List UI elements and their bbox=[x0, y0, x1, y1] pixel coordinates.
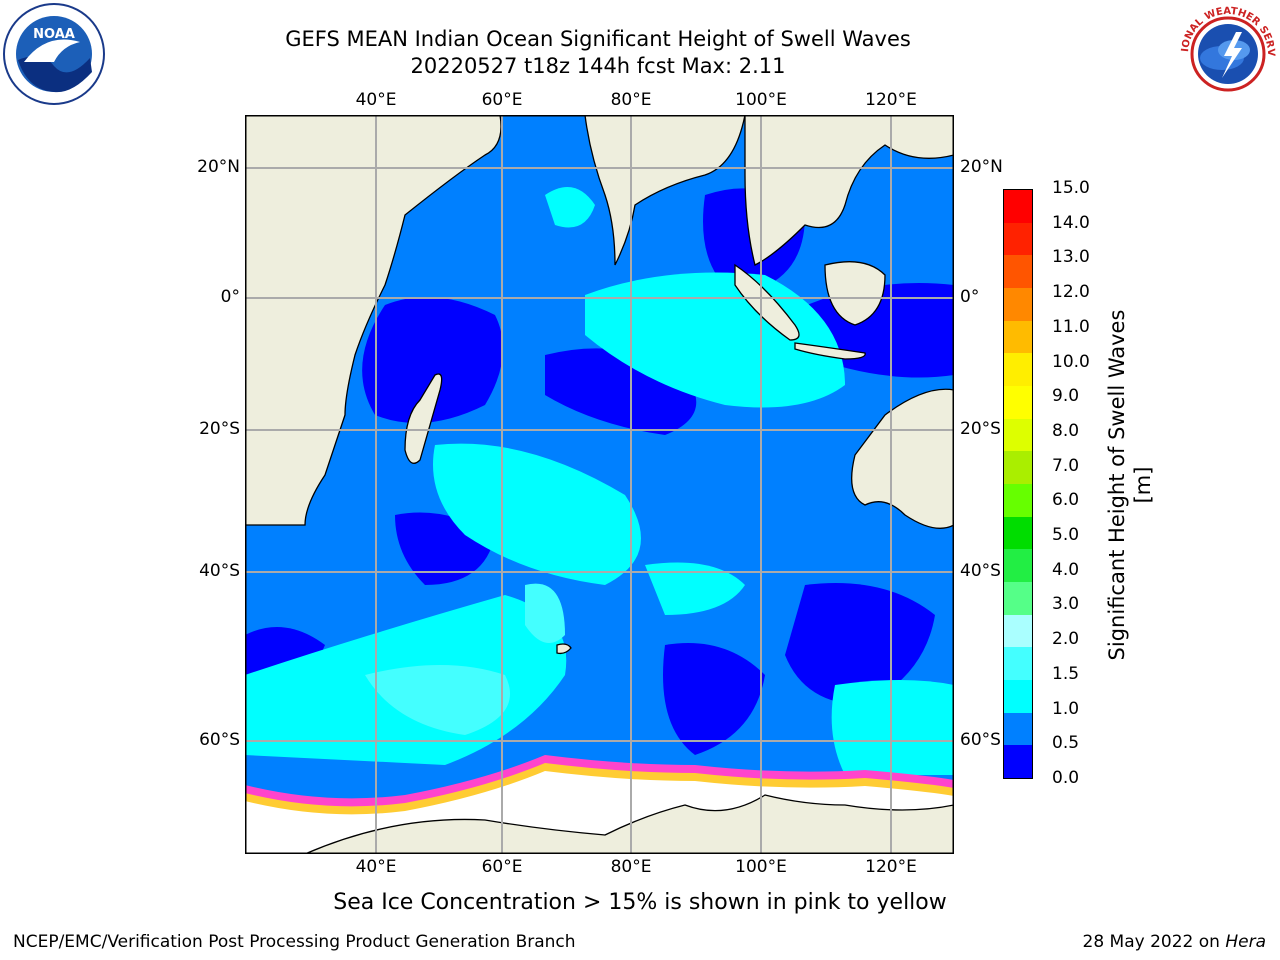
colorbar-swatch bbox=[1004, 451, 1032, 484]
colorbar-label: 5.0 bbox=[1052, 525, 1080, 546]
map-frame bbox=[245, 115, 954, 854]
colorbar-swatch bbox=[1004, 549, 1032, 582]
credit-line: NCEP/EMC/Verification Post Processing Pr… bbox=[13, 932, 576, 952]
lon-tick-top-100e: 100°E bbox=[735, 90, 787, 110]
lon-tick-top-40e: 40°E bbox=[355, 90, 397, 110]
lat-tick-left-0: 0° bbox=[220, 287, 240, 307]
colorbar-swatch bbox=[1004, 483, 1032, 517]
lon-tick-bottom-40e: 40°E bbox=[355, 857, 397, 877]
colorbar-swatch bbox=[1004, 647, 1032, 680]
lat-tick-right-20s: 20°S bbox=[960, 419, 1001, 439]
colorbar-label: 13.0 bbox=[1052, 247, 1090, 268]
swell-high-areas bbox=[365, 583, 565, 735]
colorbar-swatch bbox=[1004, 581, 1032, 615]
colorbar-swatch bbox=[1004, 255, 1032, 288]
colorbar-swatch bbox=[1004, 614, 1032, 648]
lon-tick-top-120e: 120°E bbox=[865, 90, 917, 110]
lat-tick-right-0: 0° bbox=[960, 287, 980, 307]
colorbar-swatch bbox=[1004, 418, 1032, 452]
colorbar-label: 0.5 bbox=[1052, 733, 1080, 754]
lon-tick-bottom-100e: 100°E bbox=[735, 857, 787, 877]
chart-title: GEFS MEAN Indian Ocean Significant Heigh… bbox=[285, 27, 911, 51]
run-date-text: 28 May 2022 on bbox=[1082, 932, 1226, 952]
lat-tick-left-20n: 20°N bbox=[197, 157, 240, 177]
colorbar-label: 1.5 bbox=[1052, 663, 1080, 684]
colorbar-swatch bbox=[1004, 353, 1032, 386]
colorbar-label: 9.0 bbox=[1052, 386, 1080, 407]
land-masses bbox=[245, 115, 954, 854]
lon-tick-bottom-80e: 80°E bbox=[610, 857, 652, 877]
colorbar-label: 3.0 bbox=[1052, 594, 1080, 615]
colorbar-title: Significant Height of Swell Waves [m] bbox=[1105, 309, 1155, 661]
colorbar-label: 15.0 bbox=[1052, 178, 1090, 198]
lon-tick-bottom-60e: 60°E bbox=[481, 857, 523, 877]
colorbar-label: 6.0 bbox=[1052, 490, 1080, 511]
map-panel bbox=[245, 115, 954, 854]
nws-logo: NATIONAL WEATHER SERVICE bbox=[1172, 0, 1280, 106]
run-date: 28 May 2022 on Hera bbox=[1083, 932, 1267, 952]
colorbar-swatch bbox=[1004, 189, 1032, 223]
colorbar-swatch bbox=[1004, 222, 1032, 256]
colorbar-label: 7.0 bbox=[1052, 455, 1080, 476]
colorbar-label: 4.0 bbox=[1052, 559, 1080, 580]
sea-ice-note: Sea Ice Concentration > 15% is shown in … bbox=[333, 890, 947, 915]
lon-tick-top-60e: 60°E bbox=[481, 90, 523, 110]
noaa-logo: NOAA bbox=[2, 2, 106, 106]
lat-tick-left-20s: 20°S bbox=[199, 419, 240, 439]
colorbar-swatch bbox=[1004, 712, 1032, 746]
colorbar-label: 1.0 bbox=[1052, 698, 1080, 719]
lon-tick-top-80e: 80°E bbox=[610, 90, 652, 110]
lat-tick-right-20n: 20°N bbox=[960, 157, 1003, 177]
colorbar-swatch bbox=[1004, 679, 1032, 713]
colorbar-label: 2.0 bbox=[1052, 629, 1080, 650]
colorbar-swatch bbox=[1004, 385, 1032, 419]
colorbar-swatch bbox=[1004, 320, 1032, 354]
colorbar-label: 8.0 bbox=[1052, 420, 1080, 441]
colorbar-label: 0.0 bbox=[1052, 768, 1080, 788]
colorbar-swatch bbox=[1004, 516, 1032, 550]
lat-tick-right-60s: 60°S bbox=[960, 730, 1001, 750]
lat-tick-left-60s: 60°S bbox=[199, 730, 240, 750]
noaa-logo-text: NOAA bbox=[33, 27, 75, 42]
colorbar-label: 12.0 bbox=[1052, 282, 1090, 303]
lon-tick-bottom-120e: 120°E bbox=[865, 857, 917, 877]
chart-subtitle: 20220527 t18z 144h fcst Max: 2.11 bbox=[410, 54, 786, 78]
lat-tick-right-40s: 40°S bbox=[960, 561, 1001, 581]
colorbar-label: 10.0 bbox=[1052, 351, 1090, 372]
lat-tick-left-40s: 40°S bbox=[199, 561, 240, 581]
graticule bbox=[245, 115, 954, 854]
run-machine: Hera bbox=[1225, 932, 1266, 952]
colorbar-label: 14.0 bbox=[1052, 212, 1090, 233]
colorbar-swatch bbox=[1004, 745, 1032, 778]
colorbar-swatch bbox=[1004, 287, 1032, 321]
colorbar bbox=[1003, 189, 1033, 779]
colorbar-label: 11.0 bbox=[1052, 316, 1090, 337]
